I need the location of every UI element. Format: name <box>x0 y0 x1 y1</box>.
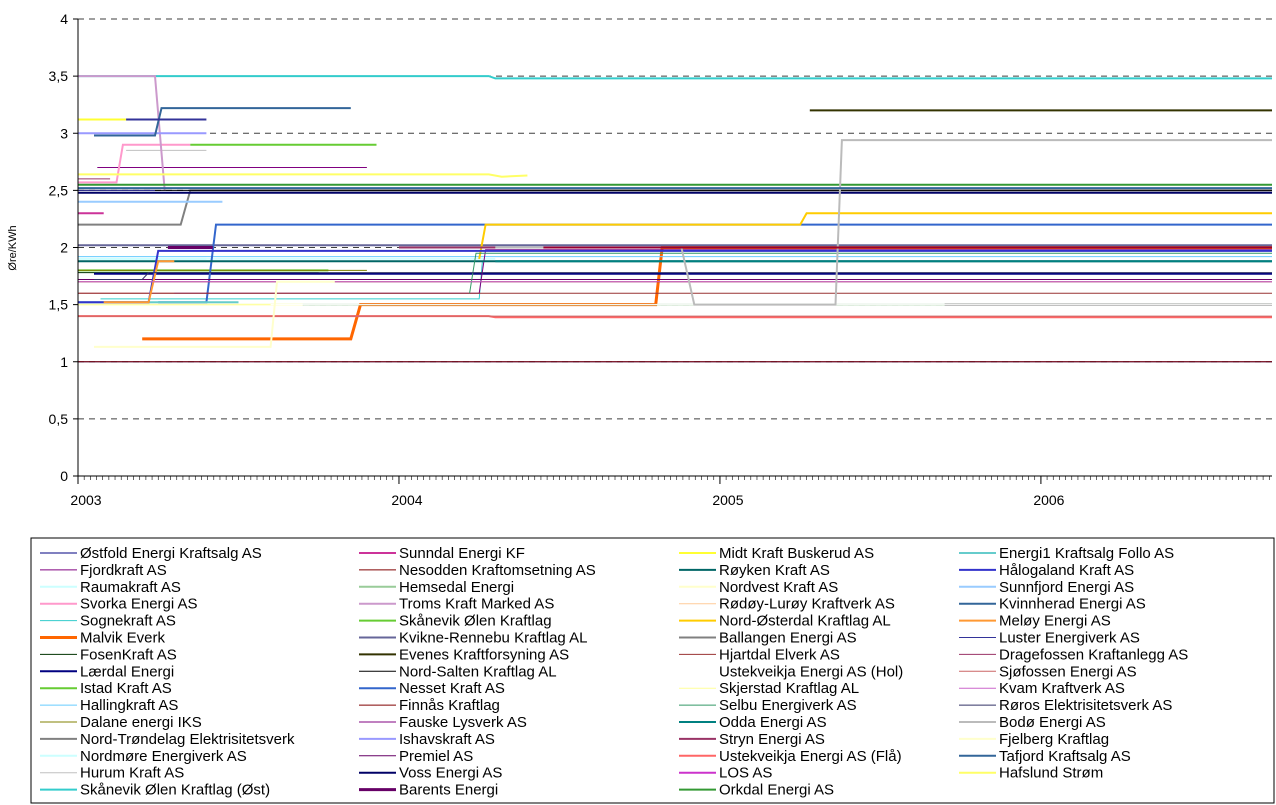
series-line <box>78 143 191 184</box>
series-line <box>94 280 335 348</box>
series-line <box>478 212 1272 260</box>
series-line <box>78 189 1272 226</box>
legend-label: Tafjord Kraftsalg AS <box>999 748 1131 765</box>
legend-label: Fjelberg Kraftlag <box>999 731 1109 748</box>
series-line <box>78 173 528 178</box>
legend-label: LOS AS <box>719 765 772 782</box>
legend-label: Nord-Salten Kraftlag AL <box>399 663 557 680</box>
y-tick-label: 1 <box>60 354 68 370</box>
legend-label: Istad Kraft AS <box>80 680 172 697</box>
legend-label: Lærdal Energi <box>80 663 174 680</box>
y-tick-label: 2,5 <box>49 182 69 198</box>
legend-label: Dalane energi IKS <box>80 714 202 731</box>
legend-label: Skånevik Ølen Kraftlag <box>399 613 552 630</box>
y-axis-label: Øre/KWh <box>7 225 19 270</box>
legend-label: Finnås Kraftlag <box>399 697 500 714</box>
legend-label: Kvikne-Rennebu Kraftlag AL <box>399 630 587 647</box>
legend-label: Ballangen Energi AS <box>719 630 857 647</box>
legend-label: Voss Energi AS <box>399 765 502 782</box>
legend-label: Ustekveikja Energi AS (Hol) <box>719 663 903 680</box>
y-tick-label: 0,5 <box>49 411 69 427</box>
legend-label: Selbu Energiverk AS <box>719 697 857 714</box>
legend-label: Østfold Energi Kraftsalg AS <box>80 545 262 562</box>
legend-label: Barents Energi <box>399 782 498 799</box>
legend-label: Hjartdal Elverk AS <box>719 646 840 663</box>
legend-label: Nesset Kraft AS <box>399 680 505 697</box>
legend-label: Fjordkraft AS <box>80 562 167 579</box>
legend-label: Hurum Kraft AS <box>80 765 184 782</box>
legend-label: Nord-Østerdal Kraftlag AL <box>719 613 891 630</box>
legend-label: Stryn Energi AS <box>719 731 825 748</box>
legend-label: Ishavskraft AS <box>399 731 495 748</box>
legend-label: Ustekveikja Energi AS (Flå) <box>719 748 902 765</box>
legend-label: Nord-Trøndelag Elektrisitetsverk <box>80 731 295 748</box>
legend-label: Nesodden Kraftomsetning AS <box>399 562 596 579</box>
legend-label: Sunndal Energi KF <box>399 545 525 562</box>
y-tick-label: 2 <box>60 240 68 256</box>
legend-label: Energi1 Kraftsalg Follo AS <box>999 545 1174 562</box>
series-line <box>78 75 1272 80</box>
legend-label: Orkdal Energi AS <box>719 782 834 799</box>
legend-label: Rødøy-Lurøy Kraftverk AS <box>719 596 895 613</box>
legend-label: Svorka Energi AS <box>80 596 198 613</box>
series-lines <box>78 75 1272 363</box>
series-line <box>469 252 1272 294</box>
legend-label: Luster Energiverk AS <box>999 630 1140 647</box>
series-line <box>158 223 1272 304</box>
legend-label: Troms Kraft Marked AS <box>399 596 554 613</box>
legend-label: Kvam Kraftverk AS <box>999 680 1125 697</box>
legend-box <box>30 537 1275 804</box>
legend-label: Odda Energi AS <box>719 714 827 731</box>
x-tick-label: 2003 <box>70 492 101 508</box>
legend-label: FosenKraft AS <box>80 646 177 663</box>
legend-label: Skjerstad Kraftlag AL <box>719 680 859 697</box>
series-line <box>78 75 166 191</box>
series-line <box>94 107 351 137</box>
legend-label: Hafslund Strøm <box>999 765 1103 782</box>
x-tick-label: 2005 <box>712 492 743 508</box>
legend-label: Evenes Kraftforsyning AS <box>399 646 569 663</box>
legend-label: Sjøfossen Energi AS <box>999 663 1137 680</box>
legend-label: Skånevik Ølen Kraftlag (Øst) <box>80 782 270 799</box>
legend-label: Fauske Lysverk AS <box>399 714 527 731</box>
series-line <box>94 272 1272 280</box>
y-tick-label: 3 <box>60 125 68 141</box>
x-tick-label: 2004 <box>391 492 422 508</box>
y-tick-label: 1,5 <box>49 297 69 313</box>
legend-label: Sunnfjord Energi AS <box>999 579 1134 596</box>
legend-label: Dragefossen Kraftanlegg AS <box>999 646 1188 663</box>
x-tick-label: 2006 <box>1033 492 1064 508</box>
axes: 0 0,5 1 1,5 2 2,5 3 3,5 4 2003 2004 2005 2006 <box>49 11 1272 508</box>
legend-label: Hallingkraft AS <box>80 697 178 714</box>
legend-label: Sognekraft AS <box>80 613 176 630</box>
legend-label: Meløy Energi AS <box>999 613 1111 630</box>
y-tick-label: 3,5 <box>49 68 69 84</box>
y-tick-label: 0 <box>60 468 68 484</box>
legend-label: Nordvest Kraft AS <box>719 579 838 596</box>
y-tick-label: 4 <box>60 11 68 27</box>
legend-label: Hemsedal Energi <box>399 579 514 596</box>
legend-label: Røros Elektrisitetsverk AS <box>999 697 1172 714</box>
legend-label: Nordmøre Energiverk AS <box>80 748 247 765</box>
legend-label: Raumakraft AS <box>80 579 181 596</box>
legend-label: Bodø Energi AS <box>999 714 1106 731</box>
legend-label: Midt Kraft Buskerud AS <box>719 545 874 562</box>
legend-label: Malvik Everk <box>80 630 166 647</box>
legend-label: Røyken Kraft AS <box>719 562 830 579</box>
legend-label: Hålogaland Kraft AS <box>999 562 1134 579</box>
legend-label: Kvinnherad Energi AS <box>999 596 1146 613</box>
legend-label: Premiel AS <box>399 748 473 765</box>
